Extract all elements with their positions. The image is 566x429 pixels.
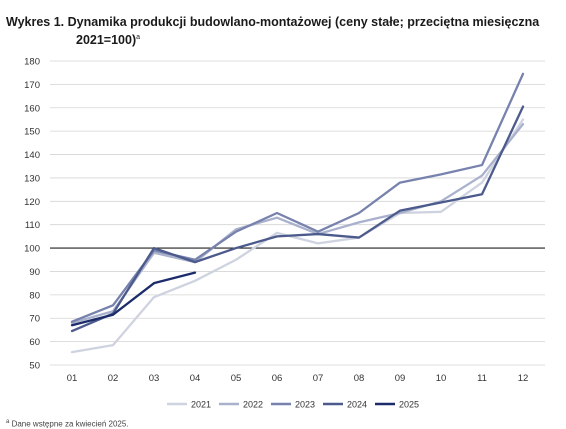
x-tick-label: 05 <box>231 373 242 384</box>
y-tick-label: 160 <box>24 103 40 114</box>
y-tick-label: 90 <box>29 267 40 278</box>
y-tick-label: 170 <box>24 80 40 91</box>
chart-title-line2: 2021=100)a <box>6 30 556 48</box>
x-tick-label: 10 <box>436 373 447 384</box>
series-line-2025 <box>70 271 197 327</box>
x-tick-label: 04 <box>190 373 201 384</box>
series-line-2021 <box>70 118 525 354</box>
legend-label-2025: 2025 <box>399 400 419 410</box>
y-tick-label: 120 <box>24 197 40 208</box>
y-tick-label: 140 <box>24 150 40 161</box>
y-tick-label: 150 <box>24 127 40 138</box>
series-line-2024 <box>70 105 525 333</box>
x-tick-label: 09 <box>395 373 406 384</box>
x-tick-label: 07 <box>313 373 324 384</box>
y-tick-label: 60 <box>29 337 40 348</box>
x-tick-label: 06 <box>272 373 283 384</box>
legend-label-2021: 2021 <box>191 400 211 410</box>
y-tick-label: 100 <box>24 244 40 255</box>
legend-label-2024: 2024 <box>347 400 367 410</box>
y-axis-tick-labels: 50 60 70 80 90 100 110 120 130 140 150 160 170 180 <box>24 57 40 372</box>
x-axis-tick-labels: 01 02 03 04 05 06 07 08 09 10 11 12 <box>67 373 529 384</box>
x-tick-label: 11 <box>477 373 487 384</box>
y-tick-label: 180 <box>24 57 40 68</box>
y-tick-label: 70 <box>29 314 40 325</box>
series-lines <box>70 72 525 354</box>
y-tick-label: 50 <box>29 361 40 372</box>
footnote: a Dane wstępne za kwiecień 2025. <box>6 419 129 429</box>
footnote-text: Dane wstępne za kwiecień 2025. <box>11 419 129 429</box>
y-tick-label: 80 <box>29 290 40 301</box>
title-footnote-marker: a <box>136 34 141 41</box>
x-tick-label: 12 <box>518 373 529 384</box>
y-tick-label: 110 <box>25 220 40 231</box>
gridlines <box>50 60 545 366</box>
x-tick-label: 03 <box>149 373 160 384</box>
series-line-2022 <box>70 122 525 325</box>
x-tick-label: 08 <box>354 373 365 384</box>
legend-label-2022: 2022 <box>243 400 263 410</box>
chart-title-line1: Wykres 1. Dynamika produkcji budowlano-m… <box>6 15 540 29</box>
footnote-marker: a <box>6 419 10 425</box>
legend: 2021 2022 2023 2024 2025 <box>167 400 419 410</box>
series-line-2023 <box>70 72 525 323</box>
x-tick-label: 02 <box>108 373 119 384</box>
legend-label-2023: 2023 <box>295 400 315 410</box>
chart-title: Wykres 1. Dynamika produkcji budowlano-m… <box>6 14 556 48</box>
chart-title-line2-text: 2021=100) <box>76 33 137 48</box>
x-tick-label: 01 <box>67 373 78 384</box>
y-tick-label: 130 <box>24 173 40 184</box>
